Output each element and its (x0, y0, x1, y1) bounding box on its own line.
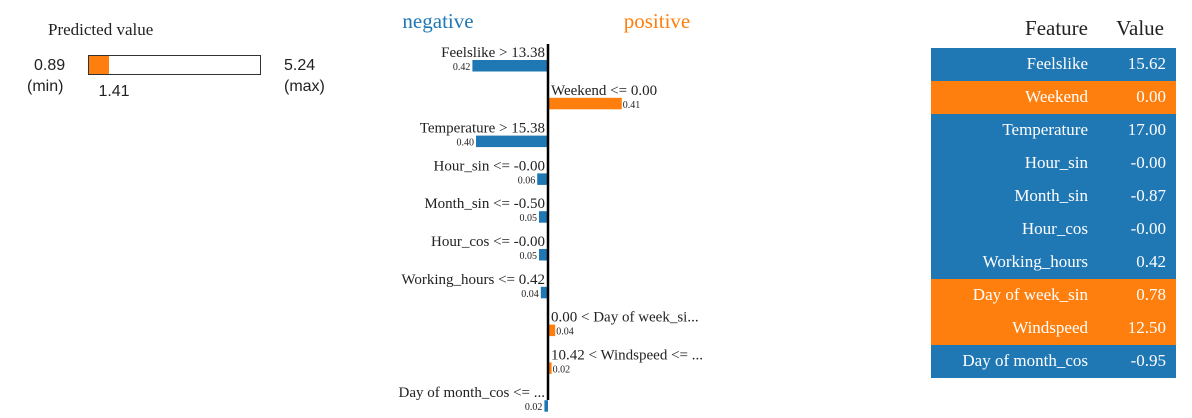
table-header: Feature Value (931, 14, 1176, 48)
bar-value-label: 0.05 (520, 251, 538, 262)
bar-label: Working_hours <= 0.42 (401, 272, 545, 288)
feature-name-cell: Day of week_sin (972, 285, 1088, 304)
bar-value-label: 0.05 (520, 213, 538, 224)
bar-value-label: 0.04 (521, 289, 539, 300)
predicted-value-title: Predicted value (48, 20, 154, 39)
feature-contributions-chart: negative positive Feelslike > 13.380.42 W… (399, 9, 703, 413)
feature-value-cell: 17.00 (1127, 120, 1166, 139)
feature-name-cell: Feelslike (1026, 54, 1088, 73)
feature-value-cell: -0.95 (1130, 351, 1166, 370)
bar-label: 10.42 < Windspeed <= ... (551, 347, 703, 363)
bar-label: Hour_sin <= -0.00 (434, 158, 546, 174)
predicted-value-label: 1.41 (98, 83, 130, 100)
table-row: Hour_cos -0.00 (931, 213, 1176, 246)
feature-name-cell: Hour_sin (1024, 153, 1088, 172)
feature-value-cell: -0.00 (1130, 153, 1166, 172)
table-row: Feelslike 15.62 (931, 48, 1176, 81)
min-label: (min) (27, 78, 64, 95)
feature-value-cell: 0.00 (1136, 87, 1166, 106)
feature-value-table: Feature Value Feelslike 15.62 Weekend 0.00 T… (931, 14, 1176, 378)
bar-label: Month_sin <= -0.50 (424, 196, 545, 212)
bar-value-label: 0.02 (525, 402, 543, 413)
feature-value-cell: 15.62 (1127, 54, 1166, 73)
feature-value-cell: 12.50 (1127, 318, 1166, 337)
contribution-bar (476, 135, 548, 148)
table-row: Windspeed 12.50 (931, 312, 1176, 345)
feature-name-cell: Working_hours (982, 252, 1088, 271)
value-column-header: Value (1116, 16, 1164, 40)
bar-label: 0.00 < Day of week_si... (551, 310, 699, 326)
feature-value-cell: -0.00 (1130, 219, 1166, 238)
feature-value-cell: 0.78 (1136, 285, 1166, 304)
table-row: Month_sin -0.87 (931, 180, 1176, 213)
feature-name-cell: Temperature (1002, 120, 1088, 139)
feature-name-cell: Month_sin (1014, 186, 1088, 205)
bar-label: Weekend <= 0.00 (551, 83, 657, 99)
contribution-bar (537, 173, 548, 185)
table-row: Hour_sin -0.00 (931, 147, 1176, 180)
feature-column-header: Feature (1025, 16, 1088, 40)
contribution-bar (472, 60, 548, 72)
feature-value-cell: 0.42 (1136, 252, 1166, 271)
bar-value-label: 0.06 (518, 175, 536, 186)
contribution-bar (539, 211, 548, 223)
feature-value-cell: -0.87 (1130, 186, 1166, 205)
prediction-bar (88, 55, 261, 75)
feature-name-cell: Windspeed (1012, 318, 1088, 337)
bar-label: Temperature > 15.38 (420, 121, 545, 137)
table-row: Temperature 17.00 (931, 114, 1176, 147)
bar-value-label: 0.04 (556, 327, 574, 338)
bar-label: Day of month_cos <= ... (399, 385, 545, 401)
table-row: Day of week_sin 0.78 (931, 279, 1176, 312)
bar-value-label: 0.02 (553, 364, 571, 375)
bar-value-label: 0.41 (623, 100, 641, 111)
bar-label: Feelslike > 13.38 (441, 45, 545, 61)
max-value: 5.24 (284, 57, 316, 74)
feature-name-cell: Day of month_cos (962, 351, 1088, 370)
bar-value-label: 0.42 (453, 62, 471, 73)
contribution-bar (539, 249, 548, 261)
legend-negative: negative (402, 9, 473, 33)
prediction-bar-fill (89, 56, 110, 74)
legend-positive: positive (624, 9, 691, 33)
table-row: Day of month_cos -0.95 (931, 345, 1176, 378)
feature-name-cell: Hour_cos (1021, 219, 1088, 238)
table-body: Feelslike 15.62 Weekend 0.00 Temperature 17.0… (931, 48, 1176, 378)
contribution-bar (544, 400, 548, 412)
table-row: Weekend 0.00 (931, 81, 1176, 114)
predicted-value-panel: Predicted value 0.89 (min) 1.41 5.24 (ma… (0, 0, 360, 120)
contribution-bar (540, 286, 548, 299)
feature-name-cell: Weekend (1025, 87, 1088, 106)
max-label: (max) (284, 78, 325, 95)
contribution-bar (548, 362, 552, 374)
table-row: Working_hours 0.42 (931, 246, 1176, 279)
min-value: 0.89 (34, 57, 66, 74)
contribution-bar (548, 97, 622, 110)
contribution-bar (548, 324, 556, 337)
bar-label: Hour_cos <= -0.00 (431, 234, 545, 250)
bar-value-label: 0.40 (457, 138, 475, 149)
